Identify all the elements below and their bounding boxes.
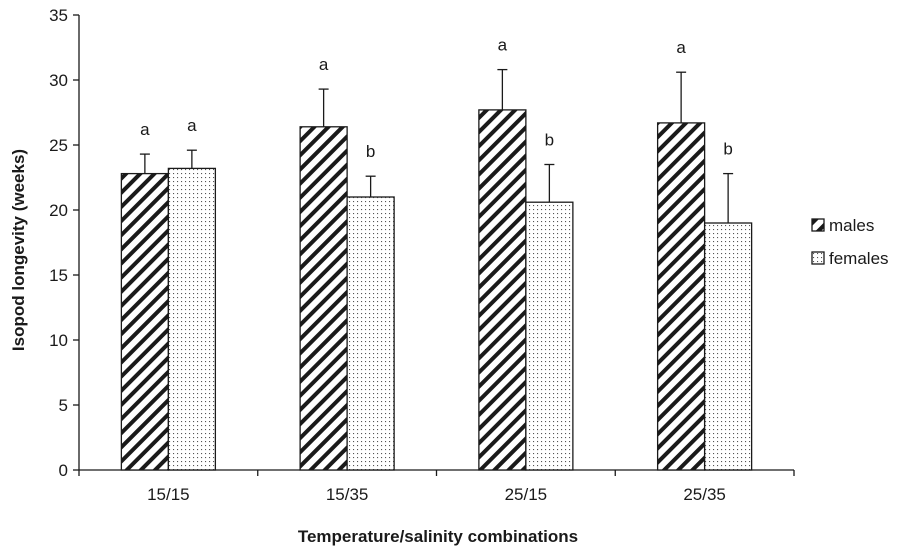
bar-females — [525, 201, 574, 471]
significance-letter: b — [366, 142, 375, 161]
significance-letter: b — [545, 131, 554, 150]
bar-females — [703, 222, 753, 471]
bar-females — [346, 196, 395, 471]
x-tick-label: 25/15 — [505, 485, 548, 504]
y-tick-label: 35 — [49, 6, 68, 25]
significance-letter: a — [498, 36, 508, 55]
bar-males — [120, 172, 170, 471]
legend: males females — [811, 216, 889, 268]
significance-letter: a — [676, 38, 686, 57]
significance-letter: a — [187, 116, 197, 135]
y-tick-label: 5 — [59, 396, 68, 415]
x-tick-label: 25/35 — [683, 485, 726, 504]
y-tick-label: 15 — [49, 266, 68, 285]
y-axis-title: Isopod longevity (weeks) — [9, 149, 28, 351]
significance-letter: a — [140, 120, 150, 139]
significance-letter: a — [319, 55, 329, 74]
y-tick-label: 0 — [59, 461, 68, 480]
y-tick-label: 20 — [49, 201, 68, 220]
bar-males — [478, 109, 527, 471]
x-tick-label: 15/35 — [326, 485, 369, 504]
significance-letter: b — [723, 140, 732, 159]
bar-females — [167, 167, 217, 471]
legend-label: females — [829, 249, 889, 268]
x-axis-title: Temperature/salinity combinations — [298, 527, 578, 546]
x-tick-label: 15/15 — [147, 485, 190, 504]
legend-swatch-males — [811, 218, 825, 232]
legend-swatch-females — [811, 251, 825, 265]
y-tick-label: 25 — [49, 136, 68, 155]
y-tick-label: 30 — [49, 71, 68, 90]
bar-males — [299, 126, 348, 471]
plot-area: 0 5 10 15 20 25 30 35 15/15 15/35 25/15 25/35 a a a b a b… — [49, 6, 795, 504]
legend-label: males — [829, 216, 874, 235]
bar-males — [656, 122, 706, 471]
y-tick-label: 10 — [49, 331, 68, 350]
